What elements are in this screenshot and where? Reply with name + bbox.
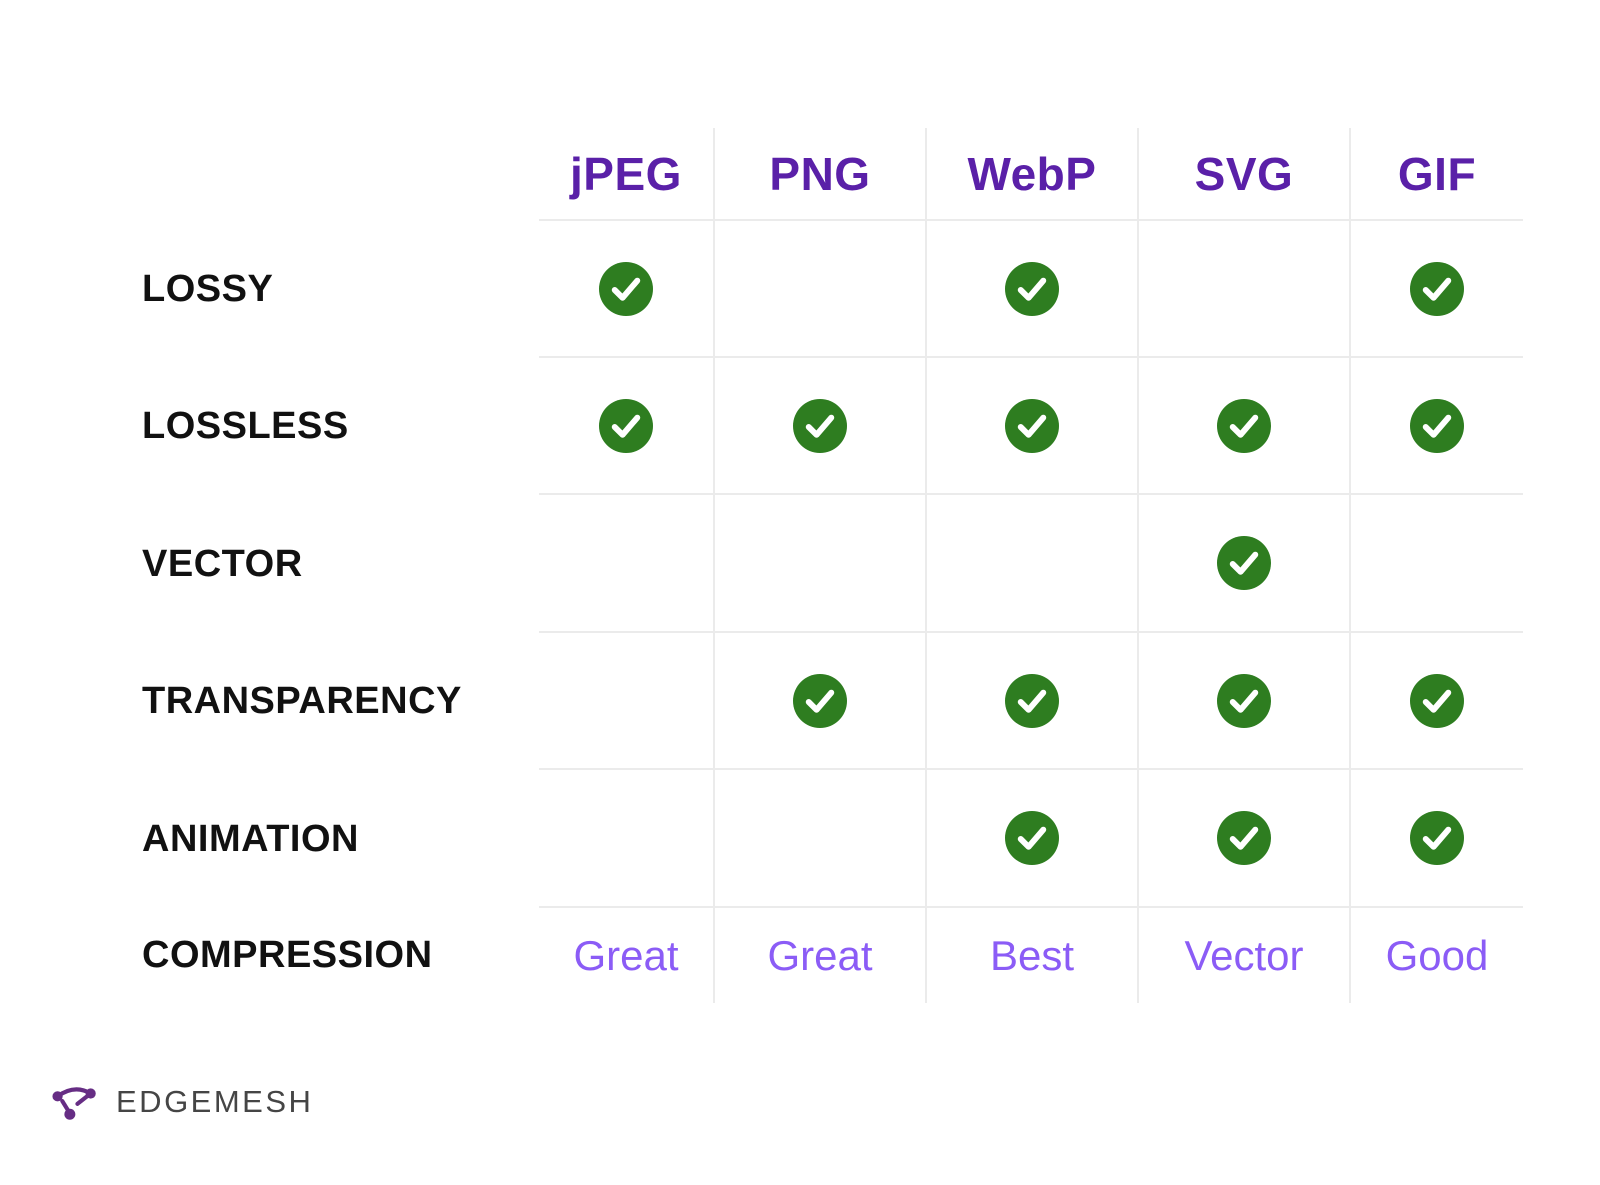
check-cell-transparency-svg: [1137, 633, 1349, 770]
check-cell-lossless-svg: [1137, 358, 1349, 495]
check-cell-lossy-svg: [1137, 221, 1349, 358]
check-icon: [793, 398, 847, 453]
check-cell-vector-svg: [1137, 495, 1349, 633]
check-cell-vector-png: [713, 495, 925, 633]
check-icon: [1217, 673, 1271, 728]
check-icon: [1410, 673, 1464, 728]
column-header-png: PNG: [713, 128, 925, 221]
compression-value-png: Great: [713, 908, 925, 1003]
check-cell-lossy-gif: [1349, 221, 1523, 358]
check-cell-lossless-jpeg: [539, 358, 713, 495]
check-cell-transparency-webp: [925, 633, 1137, 770]
check-cell-transparency-png: [713, 633, 925, 770]
column-header-gif: GIF: [1349, 128, 1523, 221]
compression-value-webp: Best: [925, 908, 1137, 1003]
column-header-jpeg: jPEG: [539, 128, 713, 221]
row-label-transparency: TRANSPARENCY: [142, 680, 462, 722]
check-cell-vector-jpeg: [539, 495, 713, 633]
row-label-vector: VECTOR: [142, 542, 303, 585]
compression-value-jpeg: Great: [573, 931, 679, 979]
compression-value-gif: Good: [1349, 908, 1523, 1003]
check-icon: [599, 261, 653, 316]
check-icon: [1410, 398, 1464, 453]
check-icon: [1005, 261, 1059, 316]
check-cell-lossy-jpeg: [539, 221, 713, 358]
brand-name: EDGEMESH: [116, 1084, 314, 1119]
check-cell-animation-svg: [1137, 770, 1349, 908]
compression-value-svg: Vector: [1137, 908, 1349, 1003]
check-icon: [1410, 261, 1464, 316]
check-icon: [1217, 811, 1271, 865]
check-icon: [1217, 536, 1271, 590]
check-icon: [1410, 811, 1464, 865]
column-header-webp: WebP: [925, 128, 1137, 221]
check-icon: [1005, 673, 1059, 728]
check-cell-animation-webp: [925, 770, 1137, 908]
check-cell-transparency-jpeg: [539, 633, 713, 770]
check-icon: [599, 398, 653, 453]
row-label-lossless: LOSSLESS: [142, 405, 349, 447]
check-icon: [1005, 811, 1059, 865]
footer: EDGEMESH: [50, 1082, 313, 1122]
check-icon: [1217, 398, 1271, 453]
check-icon: [793, 673, 847, 728]
check-cell-vector-webp: [925, 495, 1137, 633]
check-cell-vector-gif: [1349, 495, 1523, 633]
column-header-svg: SVG: [1137, 128, 1349, 221]
check-cell-animation-png: [713, 770, 925, 908]
row-label-animation: ANIMATION: [142, 817, 359, 860]
check-cell-animation-gif: [1349, 770, 1523, 908]
row-label-lossy: LOSSY: [142, 268, 274, 310]
check-icon: [1005, 398, 1059, 453]
check-cell-lossy-png: [713, 221, 925, 358]
edgemesh-logo-icon: [50, 1082, 102, 1122]
check-cell-lossless-webp: [925, 358, 1137, 495]
check-cell-lossy-webp: [925, 221, 1137, 358]
check-cell-transparency-gif: [1349, 633, 1523, 770]
row-label-compression: COMPRESSION: [142, 934, 433, 976]
check-cell-lossless-png: [713, 358, 925, 495]
table-corner: [142, 128, 539, 221]
check-cell-lossless-gif: [1349, 358, 1523, 495]
format-comparison-table: jPEG PNG WebP SVG GIF LOSSY LOSSLESS VECTOR TRAN…: [142, 128, 1523, 1003]
check-cell-animation-jpeg: [539, 770, 713, 908]
